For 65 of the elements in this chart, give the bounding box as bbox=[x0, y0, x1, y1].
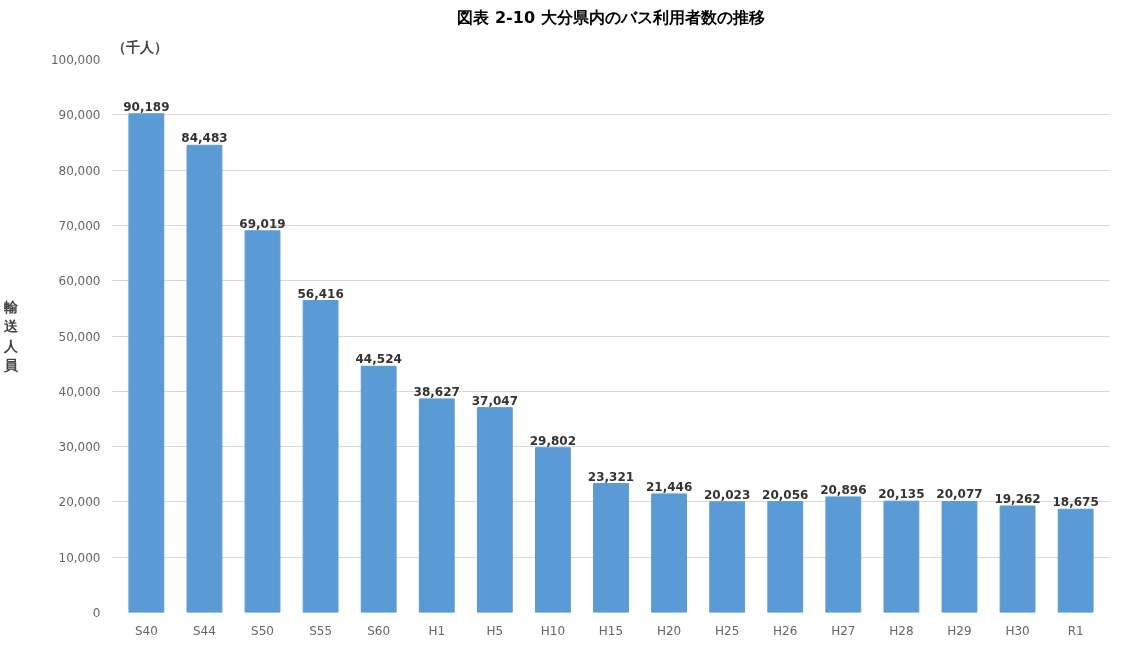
y-axis-title: 輸送人員 bbox=[2, 299, 19, 373]
x-tick-label: H15 bbox=[598, 623, 624, 638]
bar bbox=[651, 493, 688, 613]
y-tick-label: 30,000 bbox=[58, 440, 101, 455]
bar bbox=[418, 398, 455, 613]
data-label: 20,023 bbox=[704, 487, 751, 502]
y-tick-label: 70,000 bbox=[58, 218, 101, 233]
x-tick-label: S60 bbox=[367, 623, 391, 638]
data-label: 90,189 bbox=[123, 99, 170, 114]
x-tick-label: H5 bbox=[486, 623, 504, 638]
data-label: 69,019 bbox=[239, 216, 286, 231]
text: （千人） bbox=[111, 38, 168, 55]
x-tick-label: H25 bbox=[715, 623, 740, 638]
y-tick-label: 80,000 bbox=[58, 163, 101, 178]
x-tick-label: H29 bbox=[947, 623, 972, 638]
data-label: 56,416 bbox=[297, 286, 344, 301]
bar bbox=[244, 230, 281, 613]
bar bbox=[825, 496, 862, 613]
y-tick-label: 60,000 bbox=[58, 274, 101, 289]
bar bbox=[1057, 508, 1094, 613]
bar bbox=[767, 501, 804, 613]
data-label: 20,056 bbox=[762, 487, 809, 502]
data-label: 20,077 bbox=[936, 487, 983, 502]
x-tick-label: H27 bbox=[831, 623, 856, 638]
x-tick-label: H28 bbox=[889, 623, 914, 638]
y-tick-label: 20,000 bbox=[58, 495, 101, 510]
x-tick-label: S40 bbox=[134, 623, 158, 638]
bar bbox=[999, 505, 1036, 613]
x-tick-label: H26 bbox=[773, 623, 798, 638]
y-tick-label: 90,000 bbox=[58, 108, 101, 123]
bar bbox=[883, 500, 920, 613]
y-tick-label: 0 bbox=[92, 606, 101, 620]
data-label: 38,627 bbox=[413, 384, 460, 399]
x-tick-label: H10 bbox=[540, 623, 566, 638]
data-label: 84,483 bbox=[181, 131, 228, 146]
data-label: 18,675 bbox=[1052, 495, 1099, 510]
bar bbox=[476, 407, 513, 613]
data-label: 19,262 bbox=[994, 491, 1041, 506]
data-label: 20,896 bbox=[820, 482, 867, 497]
x-tick-label: H1 bbox=[428, 623, 446, 638]
y-tick-label: 50,000 bbox=[58, 329, 101, 344]
bar bbox=[593, 483, 629, 613]
x-tick-label: H30 bbox=[1005, 623, 1030, 638]
data-label: 20,135 bbox=[878, 487, 925, 502]
x-tick-label: S50 bbox=[251, 623, 274, 638]
y-tick-label: 40,000 bbox=[58, 384, 101, 399]
bar bbox=[302, 300, 339, 613]
x-tick-label: S55 bbox=[309, 623, 333, 638]
y-tick-label: 10,000 bbox=[58, 550, 101, 565]
bar bbox=[709, 501, 746, 613]
bar bbox=[941, 500, 978, 613]
bar bbox=[360, 365, 397, 613]
bar bbox=[534, 447, 571, 613]
bar bbox=[128, 113, 165, 613]
data-label: 44,524 bbox=[355, 352, 402, 367]
data-label: 21,446 bbox=[645, 479, 693, 494]
data-label: 23,321 bbox=[587, 469, 635, 484]
x-tick-label: S44 bbox=[192, 623, 216, 638]
data-label: 29,802 bbox=[529, 433, 577, 448]
x-tick-label: H20 bbox=[656, 623, 682, 638]
bar bbox=[186, 144, 223, 613]
y-tick-label: 100,000 bbox=[50, 53, 101, 67]
chart-title: 図表 2-10 大分県内のバス利用者数の推移 bbox=[457, 7, 765, 27]
data-label: 37,047 bbox=[471, 393, 518, 408]
x-tick-label: R1 bbox=[1067, 623, 1084, 638]
